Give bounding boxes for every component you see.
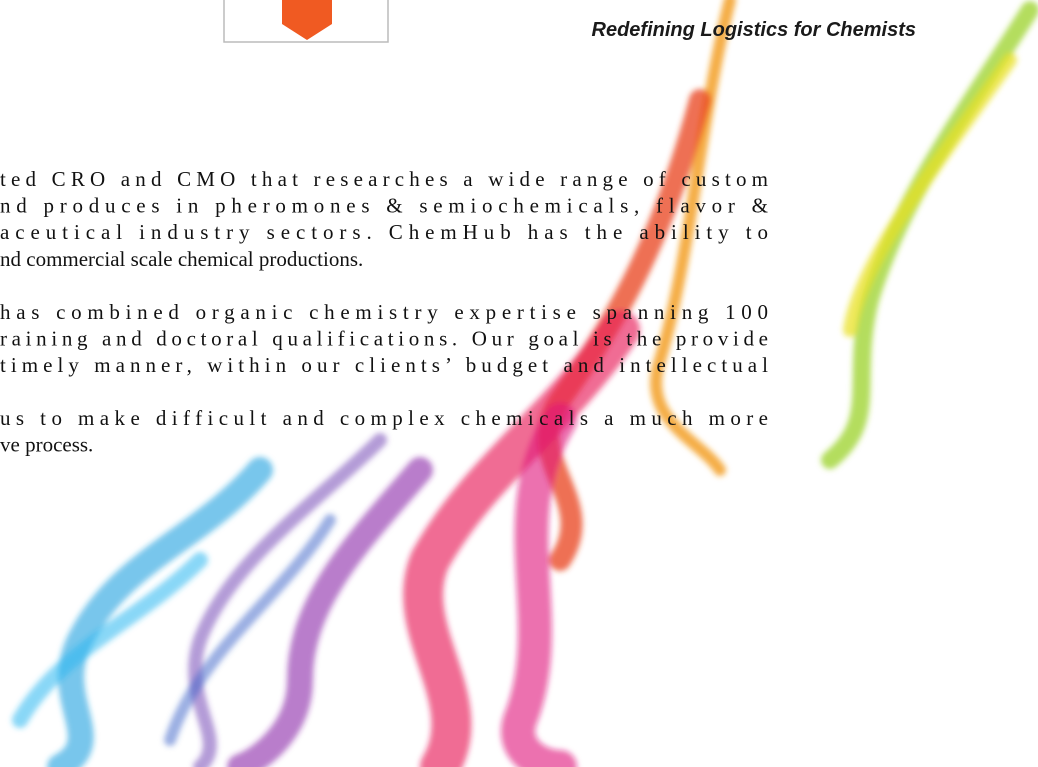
text-line: us to make difficult and complex chemica…: [0, 406, 768, 430]
page: Redefining Logistics for Chemists ted CR…: [0, 0, 1038, 767]
text-line: ve process.: [0, 433, 93, 457]
text-line: ted CRO and CMO that researches a wide r…: [0, 167, 768, 191]
text-line: nd commercial scale chemical productions…: [0, 247, 363, 271]
text-line: raining and doctoral qualifications. Our…: [0, 327, 768, 351]
text-line: has combined organic chemistry expertise…: [0, 300, 768, 324]
tagline: Redefining Logistics for Chemists: [592, 19, 916, 41]
smoke-graphic: [20, 0, 1030, 767]
logo: [224, 0, 388, 42]
